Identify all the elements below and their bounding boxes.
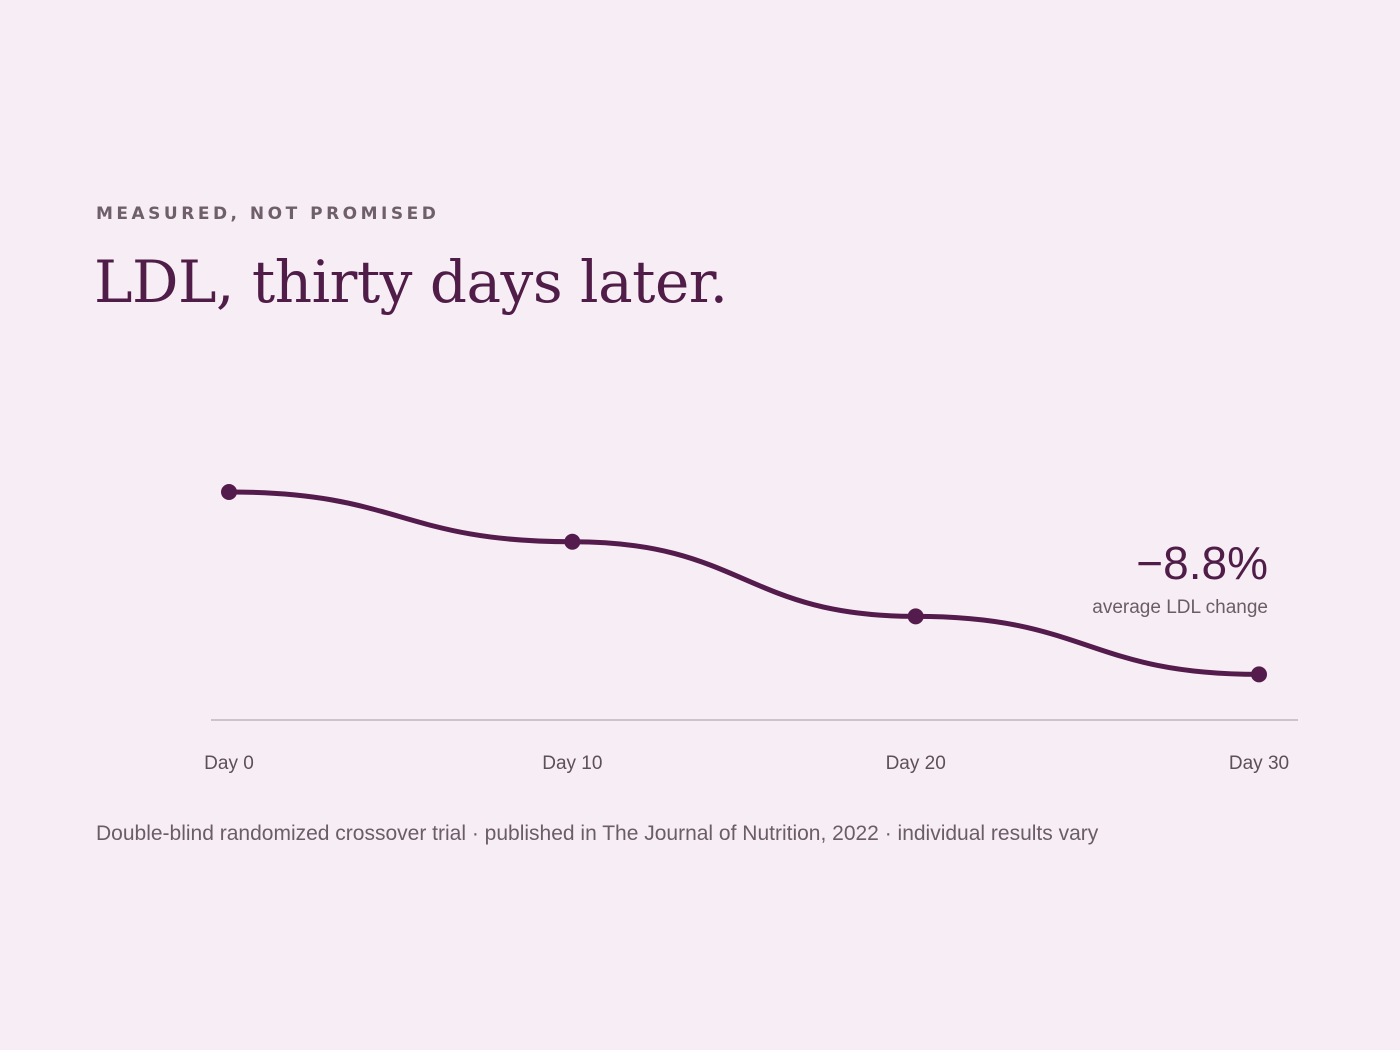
series-line xyxy=(226,489,1262,677)
data-point-10 xyxy=(564,533,581,550)
source-footnote: Double-blind randomized crossover trial … xyxy=(96,822,1099,845)
x-tick-label: Day 10 xyxy=(542,753,602,774)
x-tick-label: Day 30 xyxy=(1229,753,1289,774)
data-point-20 xyxy=(907,608,924,625)
x-tick-label: Day 0 xyxy=(204,753,254,774)
data-points xyxy=(221,484,1267,683)
data-point-0 xyxy=(221,484,237,500)
eyebrow: MEASURED, NOT PROMISED xyxy=(96,204,440,224)
x-tick-label: Day 20 xyxy=(886,753,946,774)
callout-value: −8.8% xyxy=(1136,537,1268,589)
x-tick-labels: Day 0 Day 10 Day 20 Day 30 xyxy=(204,753,1289,774)
page-title: LDL, thirty days later. xyxy=(94,248,728,316)
callout-label: average LDL change xyxy=(1092,597,1268,618)
data-point-30 xyxy=(1251,666,1267,683)
